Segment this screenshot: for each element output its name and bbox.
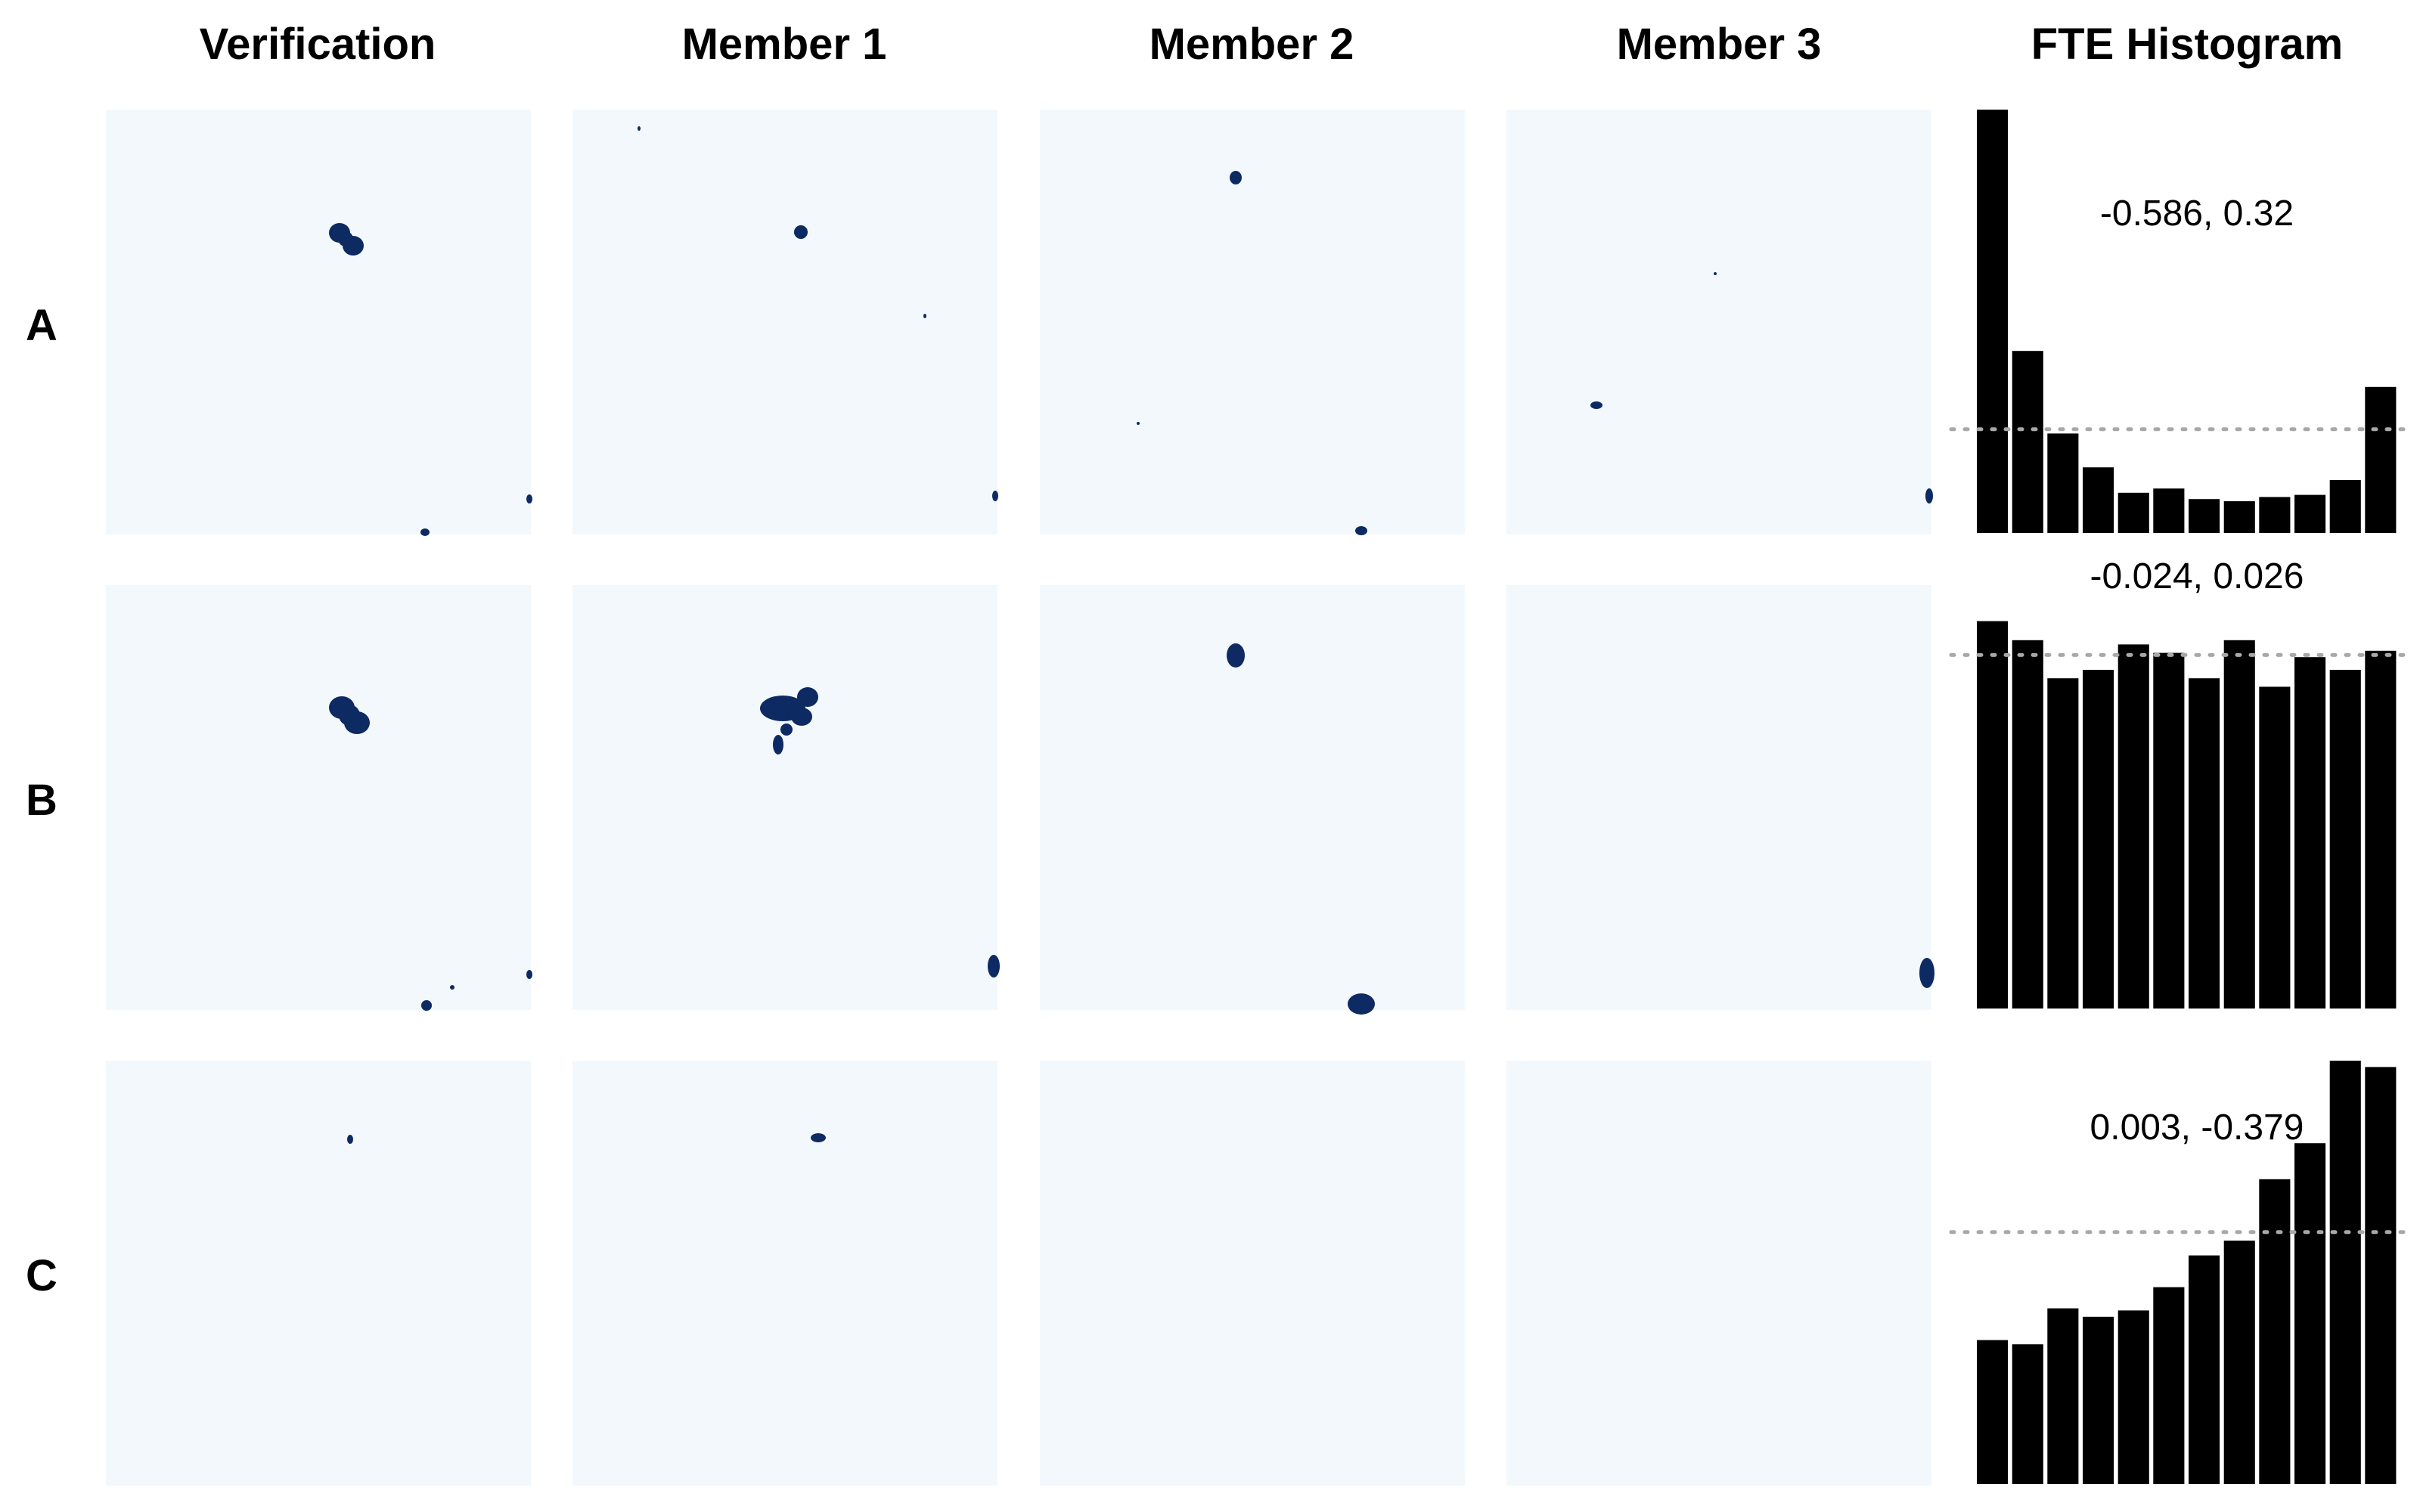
- panel-a-member-3: [1506, 110, 1933, 534]
- histogram-bar: [2083, 467, 2114, 533]
- histogram-b: -0.024, 0.026: [1949, 556, 2415, 1009]
- histogram-bar: [2189, 499, 2220, 533]
- event-blobs: [638, 126, 998, 501]
- histogram-bar: [2329, 1061, 2361, 1484]
- event-blobs: [1137, 171, 1367, 535]
- column-title-member-3: Member 3: [1617, 20, 1822, 69]
- histogram-bar: [2118, 644, 2149, 1009]
- event-blobs: [329, 223, 532, 536]
- panel-background: [1040, 585, 1465, 1010]
- histogram-annotation: 0.003, -0.379: [2090, 1108, 2304, 1148]
- histogram-bar: [2294, 1143, 2326, 1484]
- event-blobs: [1590, 272, 1933, 503]
- event-blobs: [347, 1135, 353, 1144]
- panel-background: [106, 1061, 531, 1486]
- panel-b-member-2: [1040, 585, 1465, 1015]
- panel-background: [1040, 1061, 1465, 1486]
- event-blobs: [811, 1133, 826, 1142]
- panel-background: [572, 585, 997, 1010]
- histogram-bar: [2118, 492, 2149, 533]
- histogram-bar: [2083, 1316, 2114, 1484]
- histogram-bar: [2294, 657, 2326, 1009]
- histogram-bar: [2118, 1310, 2149, 1484]
- histogram-bar: [2223, 501, 2255, 533]
- histogram-bar: [2365, 1067, 2397, 1484]
- histogram-bar: [2083, 670, 2114, 1009]
- panel-background: [106, 585, 531, 1010]
- panel-background: [572, 1061, 997, 1486]
- histogram-bar: [2189, 1255, 2220, 1484]
- histogram-bar: [2189, 678, 2220, 1009]
- panel-background: [1506, 585, 1931, 1010]
- histogram-bar: [2365, 386, 2397, 533]
- histogram-bar: [2365, 650, 2397, 1009]
- histogram-bar: [1977, 110, 2009, 533]
- histogram-bar: [2329, 480, 2361, 533]
- panel-c-member-1: [572, 1061, 997, 1486]
- column-title-member-1: Member 1: [682, 20, 887, 69]
- panel-a-member-2: [1040, 110, 1465, 535]
- histogram-bar: [2259, 1179, 2291, 1484]
- histogram-bar: [2047, 678, 2079, 1009]
- row-label-c: C: [26, 1251, 57, 1300]
- panel-background: [572, 110, 997, 534]
- histogram-bar: [2153, 488, 2185, 533]
- event-blobs: [760, 687, 1000, 978]
- histogram-bar: [1977, 621, 2009, 1009]
- row-label-a: A: [26, 301, 57, 350]
- histogram-c: 0.003, -0.379: [1949, 1061, 2415, 1484]
- panel-background: [1506, 110, 1931, 534]
- event-blobs: [1227, 643, 1375, 1015]
- histogram-bar: [1977, 1340, 2009, 1484]
- histogram-bar: [2223, 640, 2255, 1009]
- histogram-bar: [2012, 640, 2043, 1009]
- histogram-bar: [2047, 1308, 2079, 1484]
- histogram-annotation: -0.024, 0.026: [2090, 556, 2304, 596]
- histogram-bar: [2329, 670, 2361, 1009]
- histogram-bar: [2012, 1344, 2043, 1484]
- panel-b-member-3: [1506, 585, 1934, 1010]
- histogram-bar: [2223, 1241, 2255, 1484]
- histogram-bar: [2047, 433, 2079, 533]
- histogram-a: -0.586, 0.32: [1949, 110, 2415, 533]
- panel-c-member-3: [1506, 1061, 1931, 1486]
- event-blobs: [1919, 958, 1934, 988]
- histogram-bar: [2294, 494, 2326, 533]
- histogram-bar: [2259, 686, 2291, 1009]
- row-label-b: B: [26, 776, 57, 825]
- histogram-annotation: -0.586, 0.32: [2100, 194, 2294, 234]
- panel-a-verification: [106, 110, 532, 536]
- panel-c-verification: [106, 1061, 531, 1486]
- column-title-verification: Verification: [200, 20, 436, 69]
- panel-a-member-1: [572, 110, 998, 534]
- event-blobs: [329, 696, 532, 1011]
- panel-background: [1506, 1061, 1931, 1486]
- column-title-member-2: Member 2: [1150, 20, 1354, 69]
- panel-c-member-2: [1040, 1061, 1465, 1486]
- histogram-bar: [2153, 652, 2185, 1009]
- panel-background: [1040, 110, 1465, 534]
- histogram-bar: [2259, 497, 2291, 533]
- panel-b-member-1: [572, 585, 1000, 1010]
- histogram-bar: [2012, 351, 2043, 533]
- column-title-fte-histogram: FTE Histogram: [2031, 20, 2344, 69]
- panel-background: [106, 110, 531, 534]
- histogram-bar: [2153, 1287, 2185, 1484]
- panel-b-verification: [106, 585, 532, 1011]
- map-panels: [106, 110, 1934, 1486]
